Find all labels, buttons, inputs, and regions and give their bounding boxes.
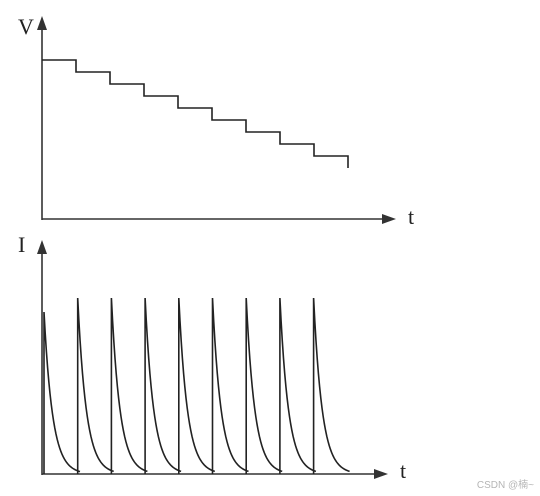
time-x-label-top: t [408, 204, 414, 229]
current-plot: I t [18, 232, 406, 483]
current-pulse [312, 297, 350, 474]
current-pulse [43, 311, 81, 474]
current-pulse [211, 297, 249, 474]
voltage-x-axis-arrow [382, 214, 396, 224]
current-x-axis-arrow [374, 469, 388, 479]
current-pulse [144, 297, 182, 474]
current-pulse [76, 297, 114, 474]
voltage-y-label: V [18, 14, 34, 39]
current-y-label: I [18, 232, 25, 257]
voltage-plot: V t [18, 14, 414, 229]
time-x-label-bottom: t [400, 458, 406, 483]
watermark: CSDN @楠~ [476, 480, 534, 491]
current-pulse [178, 297, 216, 474]
current-pulse-traces [43, 297, 350, 474]
voltage-y-axis-arrow [37, 16, 47, 30]
current-y-axis-arrow [37, 240, 47, 254]
current-pulse [110, 297, 148, 474]
current-pulse [245, 297, 283, 474]
current-pulse [279, 297, 317, 474]
voltage-step-trace [42, 59, 349, 168]
